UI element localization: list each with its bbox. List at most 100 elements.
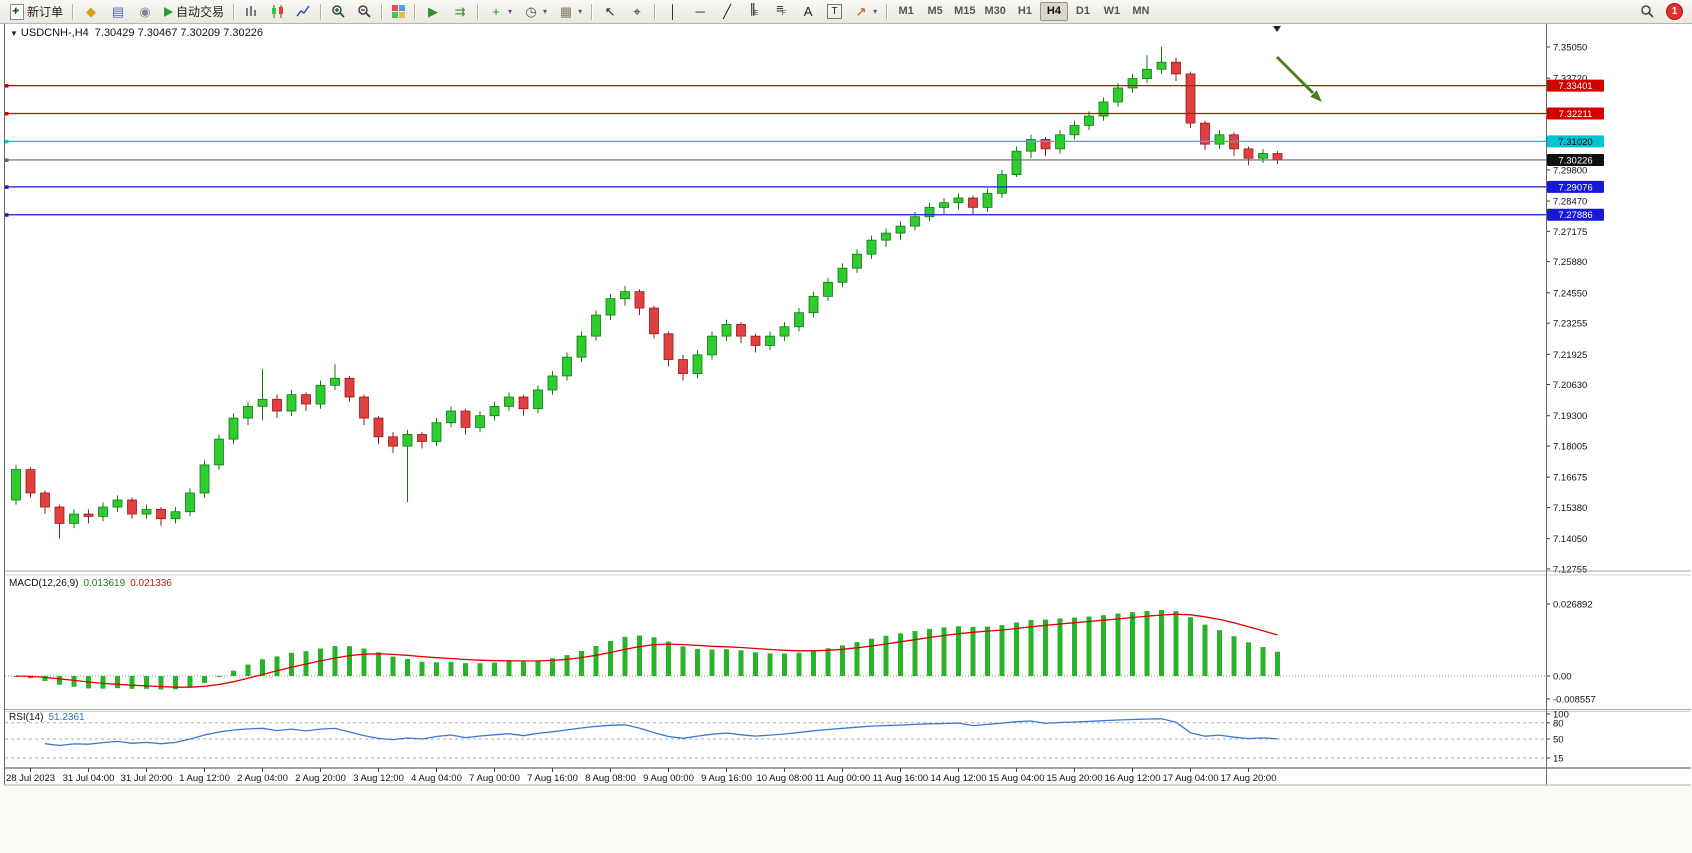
toolbar-separator xyxy=(414,3,417,20)
timeframe-button-h4[interactable]: H4 xyxy=(1039,2,1068,21)
time-tick-label: 15 Aug 20:00 xyxy=(1047,773,1103,784)
macd-histogram-bar xyxy=(274,656,280,676)
toolbar-separator xyxy=(72,3,75,20)
auto-scroll-button[interactable]: ▶ xyxy=(420,1,446,22)
search-icon xyxy=(1641,5,1654,18)
arrows-icon: ↗ xyxy=(855,3,867,19)
time-tick-label: 14 Aug 12:00 xyxy=(931,773,987,784)
crosshair-button[interactable]: ⌖ xyxy=(624,1,650,22)
timeframe-button-m30[interactable]: M30 xyxy=(984,5,1006,17)
macd-signal-value: 0.021336 xyxy=(130,578,172,589)
candle-body xyxy=(286,394,297,412)
fibonacci-button[interactable]: ≡F xyxy=(768,1,794,22)
macd-histogram-bar xyxy=(347,646,352,676)
candle-body xyxy=(605,298,616,316)
auto-trading-button[interactable]: 自动交易 xyxy=(159,1,229,22)
candle-body xyxy=(1214,134,1225,145)
time-tick-label: 4 Aug 04:00 xyxy=(411,773,462,784)
trendline-button[interactable]: ╱ xyxy=(714,1,740,22)
macd-histogram-bar xyxy=(390,656,396,676)
community-button[interactable]: ◉ xyxy=(132,1,158,22)
horizontal-line-button[interactable]: ─ xyxy=(687,1,713,22)
candle-body xyxy=(417,434,427,442)
macd-main-value: 0.013619 xyxy=(83,578,126,589)
time-tick-label: 10 Aug 08:00 xyxy=(757,773,813,784)
pivot-line-left-marker xyxy=(5,139,9,144)
macd-tick-label: 0.026892 xyxy=(1553,600,1593,611)
support-line-upper-price-badge-label: 7.29076 xyxy=(1558,182,1592,193)
chevron-down-icon: ▾ xyxy=(873,7,878,16)
macd-histogram-bar xyxy=(724,649,729,676)
price-tick-label: 7.20630 xyxy=(1553,380,1587,391)
candle-body xyxy=(533,389,543,410)
pivot-line-price-badge-label: 7.31020 xyxy=(1558,137,1592,148)
timeframe-button-mn[interactable]: MN xyxy=(1132,5,1150,17)
candle-body xyxy=(634,291,645,309)
candle-body xyxy=(315,384,326,405)
candle-body xyxy=(1185,73,1196,124)
macd-histogram-bar xyxy=(361,648,367,676)
candle-body xyxy=(1113,87,1123,103)
candle-body xyxy=(344,377,355,398)
line-chart-button[interactable] xyxy=(291,1,316,22)
chart-window-button[interactable]: ◆ xyxy=(78,1,104,22)
candle-body xyxy=(243,405,253,419)
macd-histogram-bar xyxy=(637,635,642,676)
macd-histogram-bar xyxy=(825,648,831,676)
tile-windows-button[interactable] xyxy=(387,1,410,22)
periods-button[interactable]: ◷ ▾ xyxy=(518,1,552,22)
rsi-line xyxy=(44,718,1278,747)
trend-arrow-annotation[interactable] xyxy=(1275,55,1315,95)
chart-shift-button[interactable]: ⇉ xyxy=(447,1,473,22)
vertical-line-button[interactable]: │ xyxy=(660,1,686,22)
candle-body xyxy=(1171,61,1181,75)
macd-histogram-bar xyxy=(593,646,599,676)
timeframe-button-m1[interactable]: M1 xyxy=(898,5,914,17)
price-axis[interactable] xyxy=(1547,24,1692,768)
timeframe-button-w1[interactable]: W1 xyxy=(1103,5,1121,17)
new-order-button[interactable]: + 新订单 xyxy=(5,1,68,22)
macd-histogram-bar xyxy=(1072,617,1077,676)
candle-body xyxy=(1026,139,1036,152)
zoom-in-button[interactable] xyxy=(326,1,351,22)
title-collapse-arrow-icon[interactable]: ▼ xyxy=(10,29,18,38)
candle-body xyxy=(127,499,137,515)
candle-body xyxy=(185,492,195,513)
text-button[interactable]: A xyxy=(795,1,821,22)
notification-badge[interactable]: 1 xyxy=(1666,3,1683,20)
search-button[interactable] xyxy=(1635,1,1660,22)
tile-cell xyxy=(392,5,399,11)
current-price-line-price-badge xyxy=(1547,153,1604,166)
candle-body xyxy=(112,499,123,508)
rsi-tick-label: 80 xyxy=(1553,718,1564,729)
arrows-button[interactable]: ↗ ▾ xyxy=(848,1,882,22)
profile-button[interactable]: ▤ xyxy=(105,1,131,22)
zoom-out-button[interactable] xyxy=(352,1,377,22)
timeframe-button-d1[interactable]: D1 xyxy=(1075,5,1090,17)
indicators-icon: + xyxy=(492,3,500,19)
macd-histogram-bar xyxy=(811,650,816,676)
cursor-button[interactable]: ↖ xyxy=(597,1,623,22)
time-axis[interactable] xyxy=(5,769,1692,785)
chart-shift-marker-icon[interactable] xyxy=(1273,26,1281,32)
time-tick-label: 16 Aug 12:00 xyxy=(1105,773,1161,784)
equidistant-channel-button[interactable]: ∥E xyxy=(741,1,767,22)
resistance-line-upper-left-marker xyxy=(5,84,9,88)
trend-arrow-annotation-head xyxy=(1310,90,1322,102)
price-tick-label: 7.29800 xyxy=(1553,165,1587,176)
timeframe-button-m5[interactable]: M5 xyxy=(927,5,943,17)
macd-histogram-bar xyxy=(1057,618,1063,676)
candlestick-chart-button[interactable] xyxy=(265,1,290,22)
bar-chart-button[interactable] xyxy=(239,1,264,22)
candle-body xyxy=(83,513,94,517)
profile-icon: ▤ xyxy=(111,3,125,19)
tile-cell xyxy=(392,12,399,18)
resistance-line-lower-price-badge-label: 7.32211 xyxy=(1559,109,1593,120)
text-label-button[interactable]: T xyxy=(822,1,847,22)
templates-button[interactable]: ▦ ▾ xyxy=(553,1,587,22)
timeframe-button-h1[interactable]: H1 xyxy=(1017,5,1032,17)
rsi-name: RSI(14) xyxy=(9,712,44,723)
chart-plot-area[interactable] xyxy=(5,25,1546,570)
indicators-button[interactable]: + ▾ xyxy=(483,1,517,22)
timeframe-button-m15[interactable]: M15 xyxy=(954,5,976,17)
